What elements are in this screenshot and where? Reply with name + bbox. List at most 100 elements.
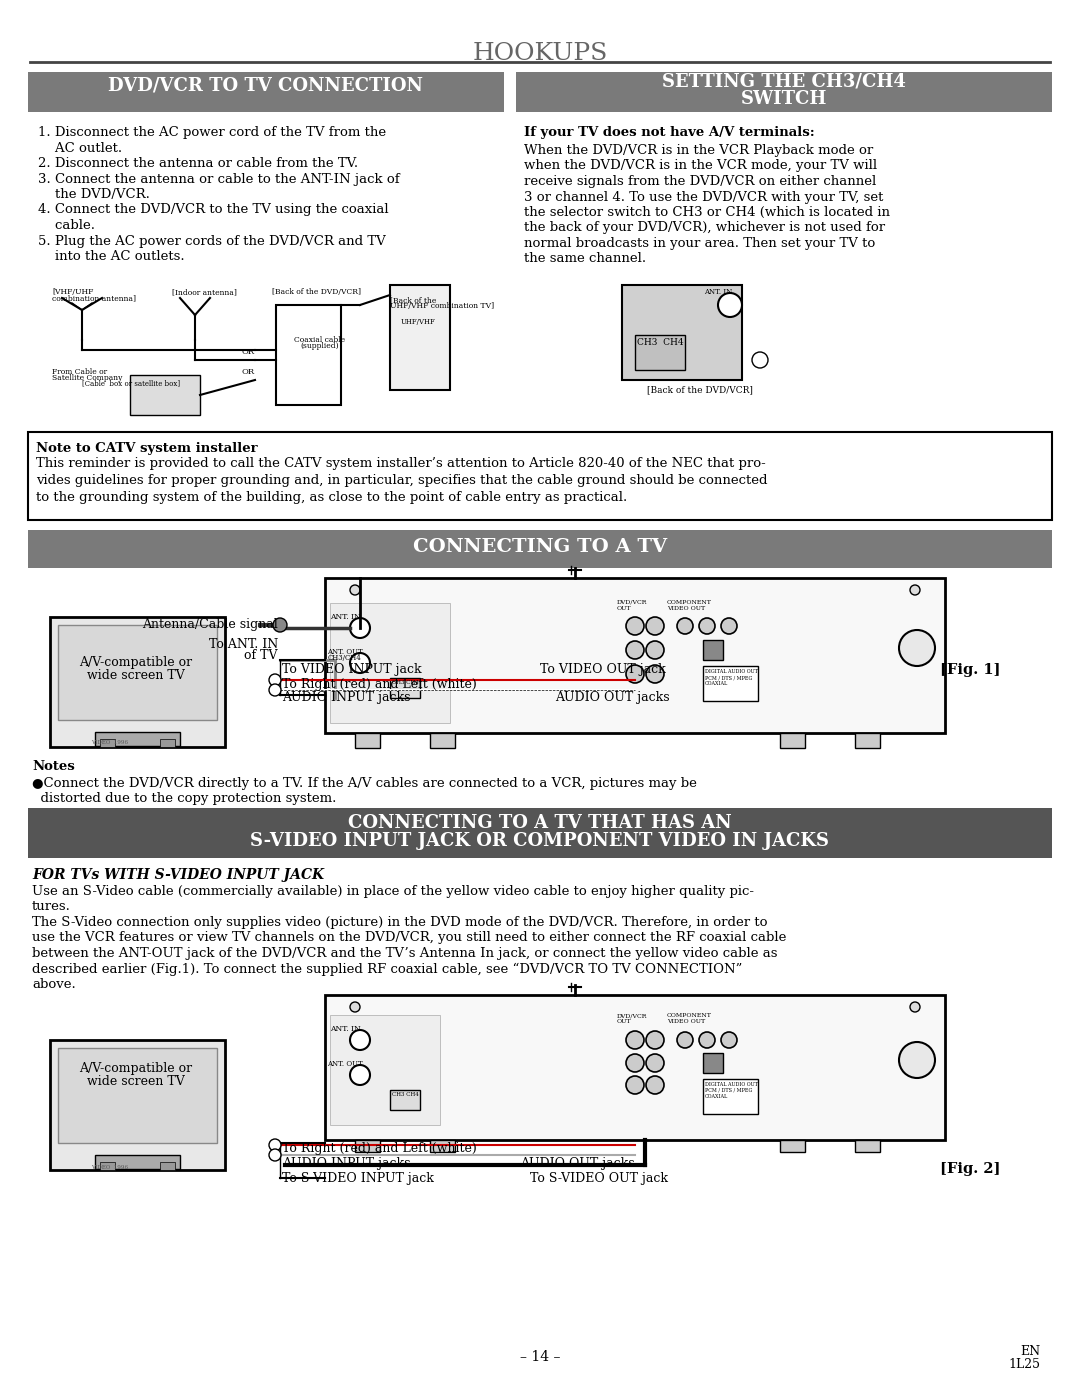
Bar	[276, 305, 341, 405]
Text: To S-VIDEO INPUT jack: To S-VIDEO INPUT jack	[282, 1172, 434, 1185]
Circle shape	[626, 1031, 644, 1049]
Bar	[855, 1140, 880, 1153]
Circle shape	[269, 685, 281, 696]
Text: tures.: tures.	[32, 901, 71, 914]
Bar	[703, 666, 758, 701]
Text: OR: OR	[242, 367, 255, 376]
Circle shape	[721, 617, 737, 634]
Text: 1. Disconnect the AC power cord of the TV from the: 1. Disconnect the AC power cord of the T…	[38, 126, 387, 138]
Text: wide screen TV: wide screen TV	[87, 669, 185, 682]
Bar	[325, 995, 945, 1140]
Text: DVD/VCR: DVD/VCR	[617, 1013, 647, 1018]
Circle shape	[899, 630, 935, 666]
Text: DIGITAL AUDIO OUT: DIGITAL AUDIO OUT	[705, 1083, 758, 1087]
Text: when the DVD/VCR is in the VCR mode, your TV will: when the DVD/VCR is in the VCR mode, you…	[524, 159, 877, 172]
Bar	[95, 1155, 180, 1169]
Text: FOR TVs WITH S-VIDEO INPUT JACK: FOR TVs WITH S-VIDEO INPUT JACK	[32, 868, 324, 882]
Text: ANT. IN: ANT. IN	[704, 288, 732, 296]
Text: 4. Connect the DVD/VCR to the TV using the coaxial: 4. Connect the DVD/VCR to the TV using t…	[38, 204, 389, 217]
Text: cable.: cable.	[38, 219, 95, 232]
Bar	[516, 73, 1052, 112]
Text: The S-Video connection only supplies video (picture) in the DVD mode of the DVD/: The S-Video connection only supplies vid…	[32, 916, 768, 929]
Text: VIDEO  1996: VIDEO 1996	[92, 740, 129, 745]
Text: (supplied): (supplied)	[300, 342, 339, 351]
Bar	[160, 739, 175, 747]
Bar	[635, 335, 685, 370]
Circle shape	[350, 1030, 370, 1051]
Circle shape	[350, 617, 370, 638]
Text: to the grounding system of the building, as close to the point of cable entry as: to the grounding system of the building,…	[36, 490, 627, 504]
Text: vides guidelines for proper grounding and, in particular, specifies that the cab: vides guidelines for proper grounding an…	[36, 474, 768, 488]
Circle shape	[646, 665, 664, 683]
Circle shape	[910, 585, 920, 595]
Text: ANT. OUT: ANT. OUT	[327, 1060, 363, 1067]
Text: OUT: OUT	[617, 1018, 632, 1024]
Circle shape	[646, 1031, 664, 1049]
Text: COMPONENT: COMPONENT	[667, 599, 712, 605]
Text: the same channel.: the same channel.	[524, 253, 646, 265]
Text: of TV: of TV	[244, 650, 278, 662]
Bar	[130, 374, 200, 415]
Bar	[780, 733, 805, 747]
Circle shape	[350, 1065, 370, 1085]
Circle shape	[626, 1076, 644, 1094]
Bar	[50, 617, 225, 747]
Bar	[58, 1048, 217, 1143]
Text: CONNECTING TO A TV THAT HAS AN: CONNECTING TO A TV THAT HAS AN	[348, 814, 732, 833]
Circle shape	[269, 673, 281, 686]
Text: UHF/VHF combination TV]: UHF/VHF combination TV]	[390, 302, 495, 310]
Bar	[780, 1140, 805, 1153]
Bar	[430, 733, 455, 747]
Text: UHF/VHF: UHF/VHF	[401, 319, 435, 326]
Circle shape	[899, 1042, 935, 1078]
Text: AUDIO OUT jacks: AUDIO OUT jacks	[519, 1157, 635, 1171]
Text: DVD/VCR: DVD/VCR	[617, 599, 647, 605]
Text: 1L25: 1L25	[1008, 1358, 1040, 1370]
Text: OR: OR	[242, 348, 255, 356]
Bar	[622, 285, 742, 380]
Text: wide screen TV: wide screen TV	[87, 1076, 185, 1088]
Text: 2. Disconnect the antenna or cable from the TV.: 2. Disconnect the antenna or cable from …	[38, 156, 359, 170]
Text: SETTING THE CH3/CH4: SETTING THE CH3/CH4	[662, 73, 906, 89]
Text: This reminder is provided to call the CATV system installer’s attention to Artic: This reminder is provided to call the CA…	[36, 457, 766, 469]
Bar	[28, 73, 504, 112]
Text: Use an S-Video cable (commercially available) in place of the yellow video cable: Use an S-Video cable (commercially avail…	[32, 886, 754, 898]
Circle shape	[626, 665, 644, 683]
Text: AC outlet.: AC outlet.	[38, 141, 122, 155]
Text: Notes: Notes	[32, 760, 75, 773]
Circle shape	[910, 1002, 920, 1011]
Circle shape	[752, 352, 768, 367]
Bar	[703, 1053, 723, 1073]
Text: To VIDEO OUT jack: To VIDEO OUT jack	[540, 664, 665, 676]
Text: PCM / DTS / MPEG: PCM / DTS / MPEG	[705, 675, 753, 680]
Text: above.: above.	[32, 978, 76, 990]
Text: [Indoor antenna]: [Indoor antenna]	[172, 288, 237, 296]
Text: From Cable or: From Cable or	[52, 367, 107, 376]
Circle shape	[273, 617, 287, 631]
Bar	[703, 1078, 758, 1113]
Text: the selector switch to CH3 or CH4 (which is located in: the selector switch to CH3 or CH4 (which…	[524, 205, 890, 219]
Circle shape	[718, 293, 742, 317]
Bar	[330, 1016, 440, 1125]
Bar	[355, 1140, 380, 1153]
Text: CH3/CH4: CH3/CH4	[328, 654, 362, 662]
Text: VIDEO OUT: VIDEO OUT	[667, 1018, 705, 1024]
Text: distorted due to the copy protection system.: distorted due to the copy protection sys…	[32, 792, 336, 805]
Bar	[355, 733, 380, 747]
Bar	[100, 1162, 114, 1171]
Text: COAXIAL: COAXIAL	[705, 680, 728, 686]
Text: Antenna/Cable signal: Antenna/Cable signal	[143, 617, 278, 631]
Text: receive signals from the DVD/VCR on either channel: receive signals from the DVD/VCR on eith…	[524, 175, 876, 189]
Text: DVD/VCR TO TV CONNECTION: DVD/VCR TO TV CONNECTION	[108, 75, 423, 94]
Bar	[325, 578, 945, 733]
Text: PCM / DTS / MPEG: PCM / DTS / MPEG	[705, 1088, 753, 1092]
Circle shape	[626, 641, 644, 659]
Text: AUDIO OUT jacks: AUDIO OUT jacks	[555, 692, 670, 704]
Text: CH3  CH4: CH3 CH4	[637, 338, 684, 346]
Circle shape	[699, 1032, 715, 1048]
Text: COAXIAL: COAXIAL	[705, 1094, 728, 1099]
Circle shape	[699, 617, 715, 634]
Text: [Back of the: [Back of the	[390, 296, 436, 305]
Bar	[330, 604, 450, 724]
Circle shape	[350, 585, 360, 595]
